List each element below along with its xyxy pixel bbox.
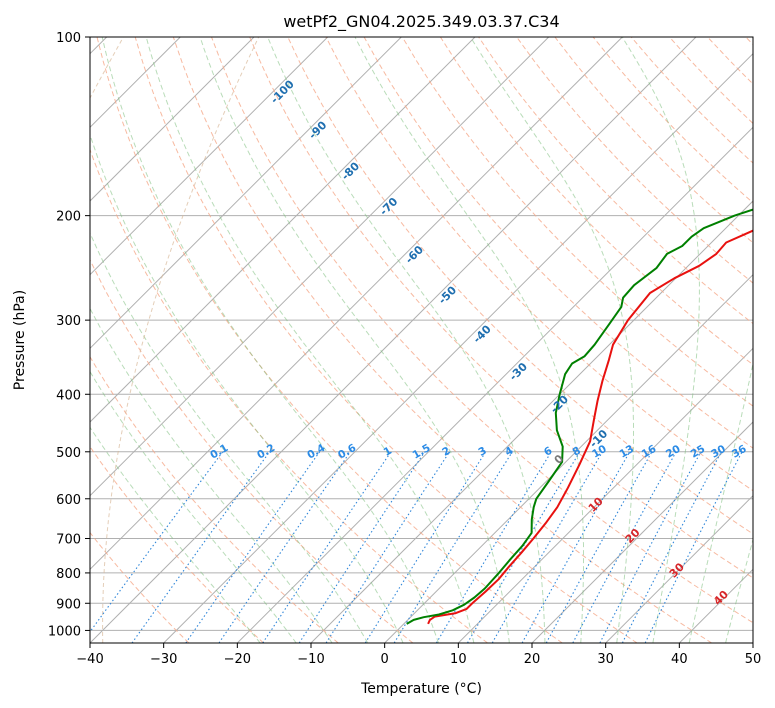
- dry-adiabat: [401, 37, 753, 407]
- isotherm-gridlines: [90, 37, 753, 643]
- dry-adiabat: [211, 37, 753, 624]
- x-tick-label: −10: [297, 652, 324, 667]
- dry-adiabat: [96, 37, 563, 643]
- moist-adiabat: [90, 426, 261, 643]
- mixing-ratio-line: [599, 451, 702, 643]
- isotherm-line: [605, 494, 753, 643]
- y-axis-ticks: 100 200 300 400 500 600 700 800 900 1000: [48, 31, 90, 639]
- mixing-ratio-line: [325, 451, 451, 643]
- mixing-ratio-line: [90, 451, 224, 633]
- moist-adiabat: [101, 37, 439, 643]
- y-tick-label: 900: [56, 597, 81, 612]
- y-tick-label: 400: [56, 388, 81, 403]
- isotherm-line: [236, 126, 753, 643]
- plot-area: 0.1 0.2 0.4 0.6 1 1.5 2 3 4 6 8 10 13 16 20 25 30 36-100-…: [90, 37, 753, 643]
- y-tick-label: 500: [56, 446, 81, 461]
- pressure-gridlines: [90, 37, 753, 631]
- isotherm-line: [90, 37, 402, 350]
- x-tick-label: −20: [224, 652, 251, 667]
- mixing-ratio-line: [521, 451, 631, 643]
- isotherm-line: [163, 52, 753, 643]
- dry-adiabat: [134, 37, 638, 643]
- dry-adiabat: [325, 37, 753, 492]
- x-tick-label: 20: [524, 652, 541, 667]
- dry-adiabat: [90, 355, 339, 643]
- y-tick-label: 700: [56, 533, 81, 548]
- isotherm-line: [90, 37, 697, 643]
- x-axis-ticks: −40 −30 −20 −10 0 10 20 30 40 50: [76, 643, 761, 667]
- isotherm-line: [90, 37, 255, 202]
- y-tick-label: 100: [56, 31, 81, 46]
- mixing-ratio-lines: [90, 451, 743, 643]
- moist-adiabat: [90, 133, 404, 643]
- x-tick-label: −40: [76, 652, 103, 667]
- sounding-series: [406, 208, 753, 625]
- y-tick-label: 600: [56, 493, 81, 508]
- mixing-ratio-line: [218, 451, 351, 643]
- x-tick-label: 50: [745, 652, 762, 667]
- mixing-ratio-line: [262, 451, 392, 643]
- moist-adiabat: [90, 231, 369, 643]
- isotherm-line: [90, 37, 476, 423]
- dewpoint-profile-line: [406, 208, 753, 625]
- y-tick-label: 300: [56, 314, 81, 329]
- dry-adiabat: [439, 37, 753, 366]
- chart-title: wetPf2_GN04.2025.349.03.37.C34: [283, 12, 559, 32]
- moist-adiabat: [688, 361, 753, 643]
- moist-adiabat: [145, 37, 475, 643]
- dry-adiabat: [90, 148, 488, 643]
- dry-adiabat-lines: [90, 37, 753, 643]
- isotherm-line: [90, 37, 329, 276]
- x-tick-label: 40: [671, 652, 688, 667]
- isotherm-line: [90, 37, 550, 497]
- mixing-ratio-line: [364, 451, 487, 643]
- y-tick-label: 1000: [48, 624, 81, 639]
- reference-curve: [102, 37, 260, 643]
- mixing-ratio-line: [185, 451, 321, 643]
- isotherm-line: [457, 347, 753, 643]
- isotherm-line: [90, 37, 623, 571]
- dry-adiabat: [90, 258, 414, 643]
- x-tick-label: 10: [450, 652, 467, 667]
- x-axis-label: Temperature (°C): [360, 681, 482, 697]
- mixing-ratio-line: [131, 451, 271, 643]
- moist-adiabat: [621, 37, 700, 643]
- dry-adiabat: [172, 37, 712, 643]
- mixing-ratio-line: [545, 451, 653, 643]
- moist-adiabat: [725, 538, 753, 643]
- dry-adiabat: [90, 531, 190, 643]
- mixing-ratio-line: [298, 451, 426, 643]
- dry-adiabat: [90, 445, 264, 643]
- x-tick-label: 0: [381, 652, 389, 667]
- dry-adiabat: [516, 37, 753, 284]
- moist-adiabat: [354, 37, 584, 643]
- isotherm-line: [531, 421, 753, 643]
- y-tick-label: 800: [56, 567, 81, 582]
- temperature-profile-line: [427, 229, 753, 625]
- mixing-ratio-line: [435, 451, 552, 643]
- dry-adiabat: [249, 37, 753, 579]
- isotherm-line: [384, 273, 753, 643]
- mixing-ratio-line: [644, 451, 743, 643]
- y-tick-label: 200: [56, 210, 81, 225]
- x-tick-label: 30: [597, 652, 614, 667]
- mixing-ratio-line: [572, 451, 677, 643]
- moist-adiabat: [90, 307, 333, 643]
- moist-adiabat: [267, 37, 546, 643]
- moist-adiabat-lines: [90, 37, 753, 643]
- y-axis-label: Pressure (hPa): [12, 290, 28, 390]
- moist-adiabat: [199, 37, 510, 643]
- plot-frame: [89, 36, 754, 644]
- x-tick-label: −30: [150, 652, 177, 667]
